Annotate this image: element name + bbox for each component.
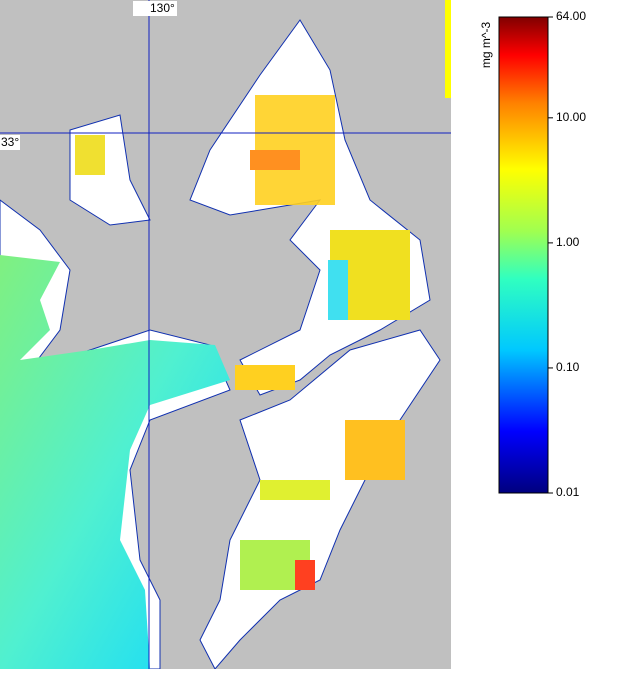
colorbar-tick-label: 10.00 — [556, 110, 586, 124]
latitude-label: 33° — [1, 135, 19, 149]
colorbar-tick-label: 64.00 — [556, 9, 586, 23]
colorbar-unit: mg m^-3 — [479, 22, 493, 69]
colorbar-tick-label: 1.00 — [556, 235, 580, 249]
map-area: 130° 33° — [0, 0, 451, 670]
colorbar: mg m^-3 64.00 10.00 1.00 0.10 0.01 — [479, 9, 586, 499]
colorbar-tick-label: 0.01 — [556, 485, 580, 499]
colorbar-tick-label: 0.10 — [556, 360, 580, 374]
longitude-label: 130° — [150, 1, 175, 15]
